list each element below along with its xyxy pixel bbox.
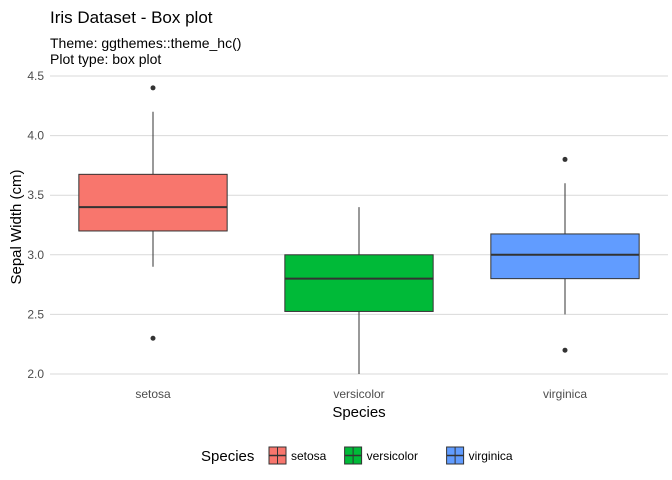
legend-title: Species <box>201 448 254 465</box>
legend-entry-virginica: virginica <box>446 446 513 465</box>
y-tick-label: 4.0 <box>27 129 44 143</box>
y-tick-label: 3.5 <box>27 188 44 202</box>
x-tick-label: virginica <box>543 387 587 401</box>
x-tick-label: versicolor <box>333 387 384 401</box>
y-axis-title: Sepal Width (cm) <box>8 169 25 284</box>
legend-label: versicolor <box>367 449 418 463</box>
legend: Species setosa versicolor virginica <box>201 446 513 465</box>
outlier-point <box>562 156 568 162</box>
legend-entries: setosa versicolor virginica <box>268 446 513 465</box>
box-iqr <box>78 173 228 232</box>
legend-entry-setosa: setosa <box>268 446 327 465</box>
outlier-point <box>150 335 156 341</box>
y-tick-label: 4.5 <box>27 69 44 83</box>
chart-subtitle-line-2: Plot type: box plot <box>50 51 161 67</box>
x-tick-label: setosa <box>135 387 171 401</box>
legend-key <box>268 446 287 465</box>
box-versicolor <box>284 207 434 375</box>
x-tick-labels: setosa versicolor virginica <box>135 387 587 401</box>
y-tick-label: 3.0 <box>27 248 44 262</box>
legend-label: setosa <box>291 449 327 463</box>
legend-key <box>446 446 465 465</box>
y-tick-label: 2.5 <box>27 307 44 321</box>
y-tick-labels: 2.0 2.5 3.0 3.5 4.0 4.5 <box>27 69 44 381</box>
chart-title: Iris Dataset - Box plot <box>50 8 213 27</box>
outlier-point <box>150 85 156 91</box>
legend-label: virginica <box>469 449 513 463</box>
box-virginica <box>490 156 640 353</box>
chart-subtitle-line-1: Theme: ggthemes::theme_hc() <box>50 35 241 51</box>
x-axis-title: Species <box>332 404 385 421</box>
legend-entry-versicolor: versicolor <box>344 446 418 465</box>
box-iqr <box>490 233 640 280</box>
legend-key <box>344 446 363 465</box>
y-tick-label: 2.0 <box>27 367 44 381</box>
box-iqr <box>284 254 434 312</box>
boxes <box>78 85 640 375</box>
outlier-point <box>562 347 568 353</box>
box-setosa <box>78 85 228 341</box>
